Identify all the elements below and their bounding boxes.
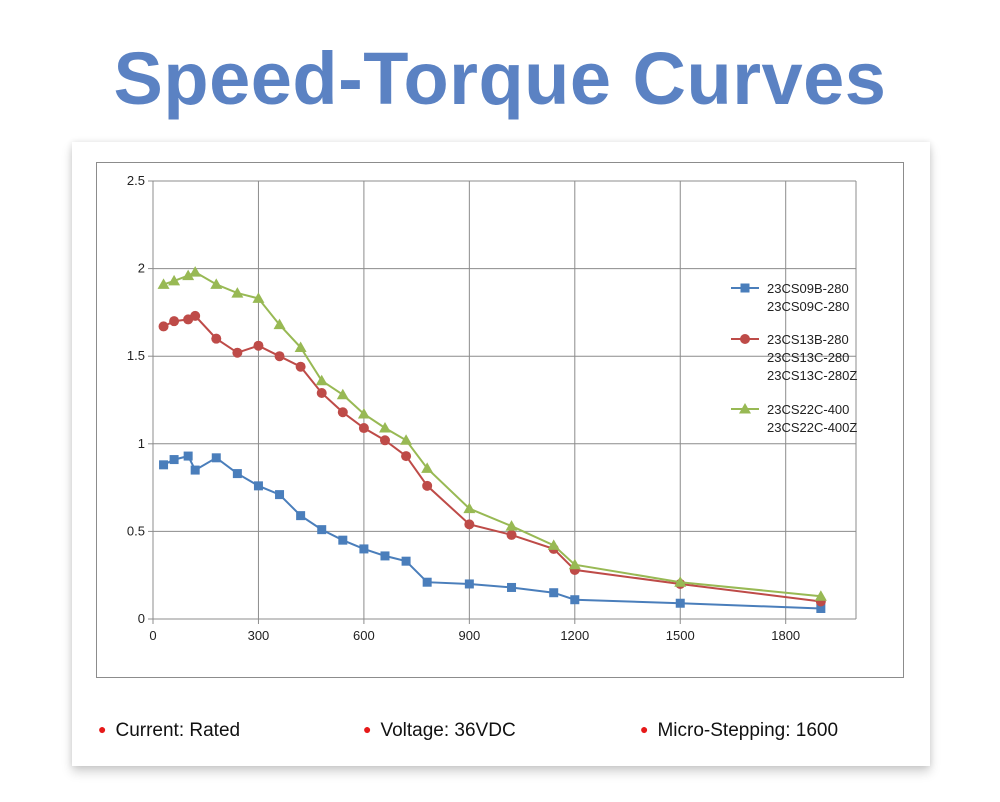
page-title: Speed-Torque Curves: [113, 37, 887, 120]
series-1-point: [464, 579, 474, 589]
series-2-point: [337, 407, 348, 418]
legend-label: 23CS22C-400Z: [767, 420, 857, 435]
series-1-point: [169, 455, 179, 465]
series-3-point: [568, 558, 581, 570]
note-current: ● Current: Rated: [98, 720, 240, 742]
series-3-point: [231, 287, 244, 298]
series-3-point: [210, 278, 223, 289]
chart-frame: 0 0.5 1 1.5 2 2.5 0 300 600 900 1200 1500 1800 23CS09…: [96, 162, 904, 678]
series-3-point: [463, 502, 476, 514]
series-2-point: [274, 351, 285, 362]
legend-label: 23CS09C-280: [767, 299, 849, 314]
series-2-point: [232, 347, 243, 358]
series-3-point: [252, 292, 265, 303]
series-3-point: [157, 278, 170, 289]
y-tick-label: 0.5: [127, 523, 145, 538]
series-3-point: [189, 266, 202, 277]
series-3-point: [273, 318, 286, 330]
series-1-point: [183, 451, 193, 461]
series-3-point: [294, 341, 307, 352]
series-3-point: [547, 539, 560, 550]
series-1-point: [296, 511, 306, 521]
series-1-point: [570, 595, 580, 605]
series-3-point: [182, 269, 195, 281]
y-tick-label: 2.5: [127, 173, 145, 188]
series-3-point: [357, 408, 370, 419]
x-tick-label: 900: [458, 628, 480, 643]
series-3-point: [400, 434, 413, 445]
series-2-point: [379, 435, 390, 446]
series-3-point: [336, 388, 349, 400]
series-1-point: [549, 588, 559, 598]
x-tick-label: 1500: [666, 628, 695, 643]
series-1-point: [338, 535, 348, 545]
x-tick-label: 600: [353, 628, 375, 643]
note-current-label: Current: Rated: [115, 720, 241, 741]
series-1-point: [317, 525, 327, 535]
legend-label: 23CS13B-280: [767, 332, 849, 347]
series-3-point: [378, 422, 391, 433]
series-1-point: [816, 603, 826, 613]
series-3-point: [505, 520, 518, 531]
x-tick-label: 1800: [771, 628, 800, 643]
series-3-point: [421, 462, 434, 473]
series-1-point: [275, 490, 285, 500]
legend-swatch-marker: [740, 334, 750, 344]
series-3-point: [674, 576, 687, 587]
series-2-point: [464, 519, 475, 530]
series-1-point: [232, 469, 242, 479]
speed-torque-chart: 0 0.5 1 1.5 2 2.5 0 300 600 900 1200 1500 1800 23CS09…: [127, 173, 857, 643]
series-line-2: [163, 314, 822, 603]
series-2-point: [401, 451, 412, 462]
series-3-point: [814, 590, 827, 601]
series-2-point: [422, 480, 433, 491]
series-2-point: [169, 316, 180, 327]
series-2-point: [358, 423, 369, 434]
series-2-point: [316, 387, 327, 398]
series-1-point: [675, 598, 685, 608]
series-2-point: [211, 333, 222, 344]
series-2-point: [158, 321, 169, 332]
y-tick-label: 1: [138, 436, 145, 451]
series-2-point: [253, 340, 264, 351]
legend-swatch-marker: [739, 403, 751, 414]
series-1-point: [190, 465, 200, 475]
legend-label: 23CS22C-400: [767, 402, 849, 417]
bullet-dot-icon: ●: [98, 721, 107, 737]
series-1-point: [159, 460, 169, 470]
series-1-point: [507, 582, 517, 592]
note-voltage-label: Voltage: 36VDC: [380, 720, 516, 741]
x-tick-label: 0: [149, 628, 156, 643]
series-1-point: [253, 481, 263, 491]
series-1-point: [422, 577, 432, 587]
series-3-point: [315, 374, 328, 386]
series-3-point: [168, 274, 181, 286]
note-voltage: ● Voltage: 36VDC: [363, 720, 516, 742]
bullet-dot-icon: ●: [640, 721, 649, 737]
bullet-dot-icon: ●: [363, 721, 372, 737]
legend-label: 23CS13C-280: [767, 350, 849, 365]
series-line-3: [163, 270, 821, 598]
series-2-point: [295, 361, 306, 372]
y-tick-label: 2: [138, 261, 145, 276]
legend-label: 23CS09B-280: [767, 281, 849, 296]
series-1-point: [359, 544, 369, 554]
series-2-point: [506, 529, 517, 540]
y-tick-label: 0: [138, 611, 145, 626]
legend-swatch-marker: [740, 283, 750, 293]
x-tick-label: 300: [248, 628, 270, 643]
y-tick-label: 1.5: [127, 348, 145, 363]
series-2-point: [190, 310, 201, 321]
series-1-point: [401, 556, 411, 566]
note-micro-stepping: ● Micro-Stepping: 1600: [640, 720, 838, 742]
legend-label: 23CS13C-280Z: [767, 368, 857, 383]
series-1-point: [380, 551, 390, 561]
x-tick-label: 1200: [560, 628, 589, 643]
note-micro-stepping-label: Micro-Stepping: 1600: [657, 720, 839, 741]
series-1-point: [211, 453, 221, 463]
test-conditions: ● Current: Rated ● Voltage: 36VDC ● Micro-S…: [0, 718, 1000, 748]
